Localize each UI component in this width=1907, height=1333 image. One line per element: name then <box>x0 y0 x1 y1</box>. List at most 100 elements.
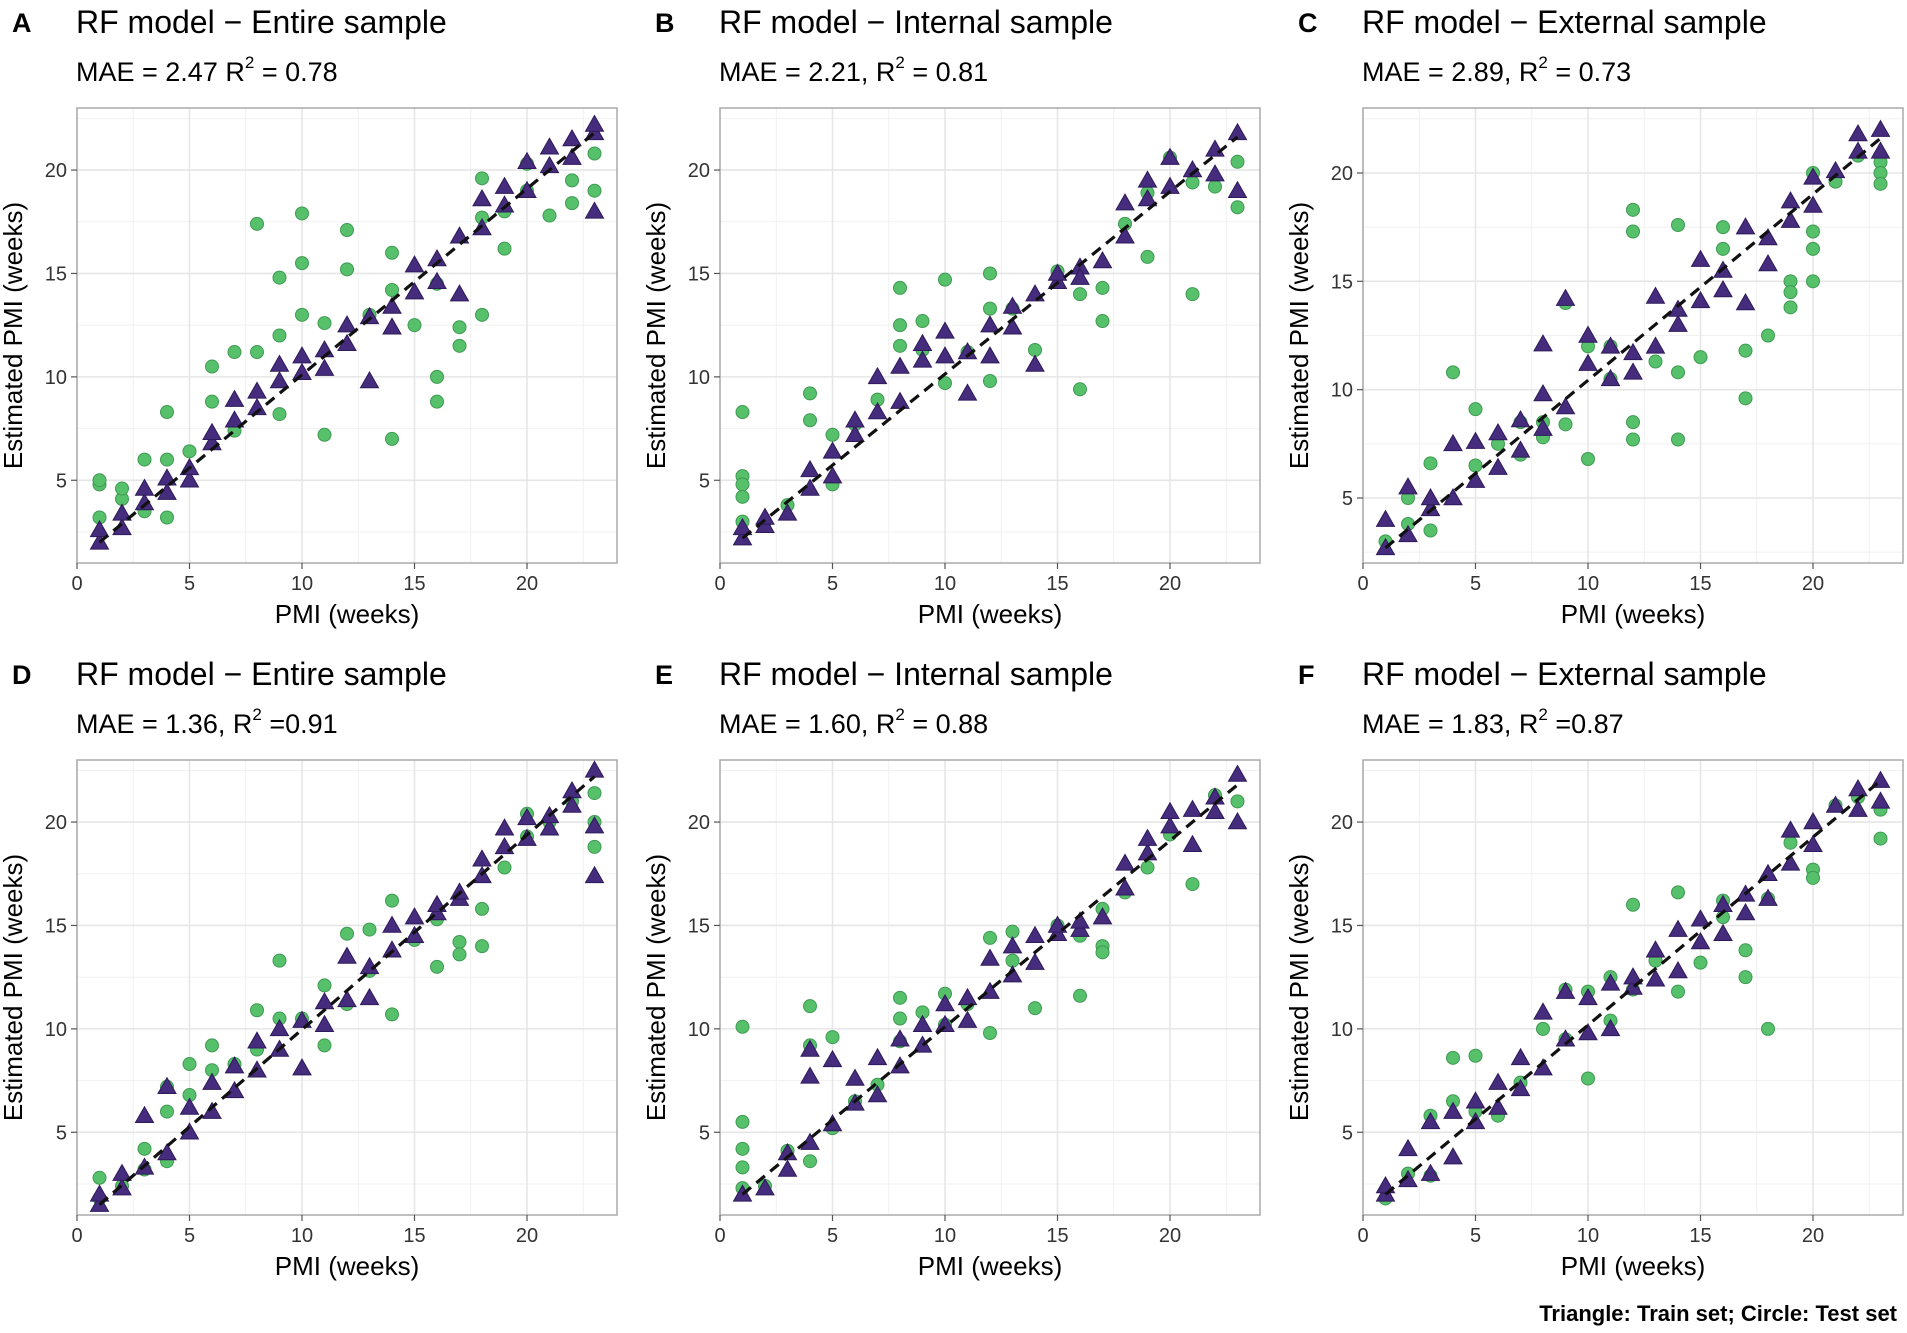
train-point <box>1600 368 1621 387</box>
x-tick-label: 20 <box>1159 573 1181 595</box>
train-point <box>1848 799 1868 817</box>
train-point <box>1600 973 1621 991</box>
test-point <box>1581 452 1595 466</box>
train-point <box>1870 119 1891 137</box>
test-point <box>983 374 997 388</box>
train-point <box>1780 853 1801 871</box>
test-point <box>587 146 602 161</box>
test-point <box>735 1141 750 1156</box>
y-axis-label: Estimated PMI (weeks) <box>643 202 671 469</box>
test-point <box>803 386 817 401</box>
train-point <box>1803 195 1823 213</box>
train-point <box>1645 286 1666 304</box>
fit-line <box>98 775 596 1206</box>
data-layer <box>89 114 605 550</box>
panel-a: A RF model − Entire sample MAE = 2.47 R2… <box>0 0 640 650</box>
mae-value: MAE = 1.83, <box>1362 709 1512 739</box>
train-point <box>337 946 357 964</box>
x-tick-label: 0 <box>71 573 82 595</box>
test-point <box>1738 970 1753 985</box>
r2-value: =0.91 <box>261 709 338 739</box>
y-axis-label: Estimated PMI (weeks) <box>1286 854 1314 1121</box>
train-point <box>1227 764 1248 782</box>
test-point <box>1626 415 1640 430</box>
train-point <box>112 1163 132 1181</box>
train-point <box>1092 907 1113 925</box>
train-point <box>247 397 267 416</box>
train-point <box>539 137 560 155</box>
train-point <box>935 994 955 1012</box>
train-point <box>845 1068 865 1086</box>
train-point <box>1375 509 1396 527</box>
train-point <box>1115 853 1135 871</box>
x-tick-label: 20 <box>1159 1225 1181 1247</box>
test-point <box>1446 365 1460 380</box>
test-point <box>1468 458 1483 473</box>
train-point <box>1115 226 1135 244</box>
train-point <box>337 315 357 333</box>
y-tick-label: 20 <box>1331 163 1353 185</box>
train-point <box>584 760 605 778</box>
train-point <box>359 306 380 325</box>
train-point <box>1205 164 1225 182</box>
test-point <box>1230 154 1245 169</box>
train-point <box>1735 217 1756 235</box>
test-point <box>1761 1021 1775 1036</box>
y-tick-label: 10 <box>45 367 67 389</box>
test-point <box>317 427 332 442</box>
r2-value: = 0.73 <box>1547 57 1632 87</box>
train-point <box>1025 925 1045 944</box>
train-point <box>404 282 425 300</box>
train-point <box>359 370 380 389</box>
test-point <box>1095 280 1110 295</box>
panel-title: RF model − Internal sample <box>719 656 1113 692</box>
train-point <box>957 987 978 1006</box>
test-point <box>92 473 107 488</box>
panel-subtitle: MAE = 1.83, R2 =0.87 <box>1362 705 1624 739</box>
panel-c: C RF model − External sample MAE = 2.89,… <box>1286 0 1907 650</box>
train-point <box>1758 888 1778 906</box>
train-point <box>404 255 425 273</box>
data-layer <box>732 764 1248 1202</box>
train-point <box>777 503 798 521</box>
train-point <box>427 248 447 267</box>
train-point <box>732 517 753 536</box>
y-tick-label: 10 <box>1331 380 1353 402</box>
x-tick-label: 0 <box>1357 1225 1368 1247</box>
fit-line <box>1384 137 1882 550</box>
train-point <box>935 321 955 339</box>
test-point <box>1423 456 1438 471</box>
x-tick-label: 15 <box>403 1225 425 1247</box>
data-layer <box>89 760 605 1212</box>
train-point <box>867 1085 888 1103</box>
train-point <box>1533 418 1553 436</box>
x-tick-label: 10 <box>291 1225 313 1247</box>
panel-letter: A <box>12 8 32 38</box>
x-tick-label: 5 <box>1470 1225 1481 1247</box>
test-point <box>893 990 907 1005</box>
train-point <box>912 1014 933 1032</box>
train-point <box>449 284 470 302</box>
train-point <box>584 816 605 834</box>
test-point <box>1671 365 1685 380</box>
x-axis-label: PMI (weeks) <box>275 599 419 629</box>
legend-footnote: Triangle: Train set; Circle: Test set <box>1539 1301 1897 1326</box>
test-point <box>272 270 287 285</box>
train-point <box>1758 253 1778 272</box>
test-point <box>430 959 444 974</box>
train-point <box>314 991 335 1010</box>
test-point <box>893 338 907 353</box>
train-point <box>1870 791 1891 809</box>
train-point <box>1205 801 1225 819</box>
y-tick-label: 20 <box>45 812 67 834</box>
test-point <box>115 481 129 496</box>
train-point <box>1713 923 1733 941</box>
train-point <box>822 1113 843 1132</box>
test-point <box>295 256 309 271</box>
test-point <box>272 407 287 422</box>
test-point <box>1738 943 1753 958</box>
test-point <box>452 947 467 962</box>
train-point <box>202 422 222 440</box>
test-point <box>475 171 489 186</box>
train-point <box>1578 325 1598 343</box>
